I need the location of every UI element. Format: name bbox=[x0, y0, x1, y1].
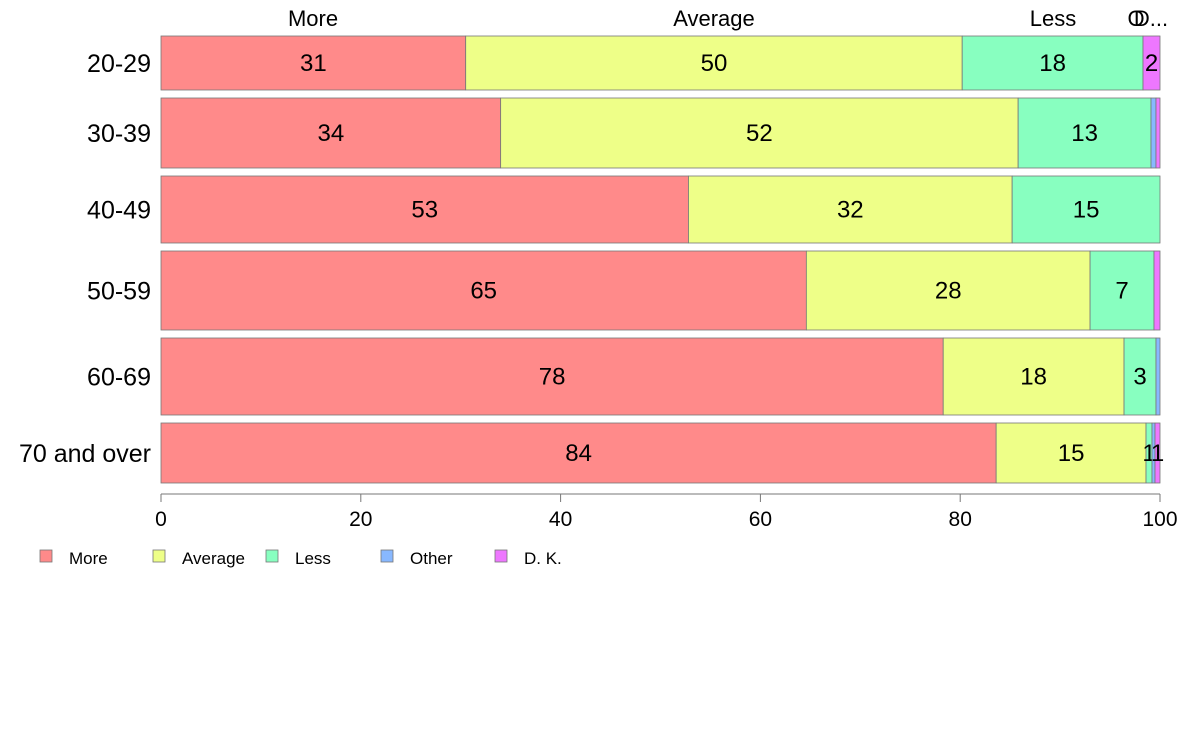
legend-swatch bbox=[494, 549, 508, 563]
legend-swatch bbox=[380, 549, 394, 563]
bar-50-59-more bbox=[160, 250, 807, 331]
data-label: 52 bbox=[746, 120, 773, 147]
legend: More Average Less Other D. K. bbox=[39, 549, 562, 568]
data-label: 2 bbox=[1145, 50, 1158, 77]
x-tick-label: 60 bbox=[749, 508, 772, 531]
data-label: 18 bbox=[1039, 50, 1066, 77]
bar-50-59-average bbox=[805, 250, 1091, 331]
bar-70-and-over-more bbox=[160, 422, 997, 484]
top-segment-labels: More Average Less OD... bbox=[288, 6, 1168, 31]
data-label: 50 bbox=[701, 50, 728, 77]
data-label: 28 bbox=[935, 278, 962, 305]
x-tick-label: 100 bbox=[1142, 508, 1177, 531]
legend-label: D. K. bbox=[524, 549, 562, 568]
bar-50-59-less bbox=[1089, 250, 1155, 331]
bar-30-39-more bbox=[160, 97, 502, 169]
bar-30-39-other bbox=[1150, 97, 1157, 169]
data-label: 13 bbox=[1071, 120, 1098, 147]
legend-swatch bbox=[152, 549, 166, 563]
bar-30-39-d-k bbox=[1155, 97, 1161, 169]
data-label: 78 bbox=[539, 364, 566, 391]
data-label: 7 bbox=[1115, 278, 1128, 305]
data-label: 84 bbox=[565, 440, 592, 467]
data-label: 31 bbox=[300, 50, 327, 77]
top-segment-label: More bbox=[288, 6, 338, 31]
bar-30-39-less bbox=[1017, 97, 1152, 169]
top-segment-label: Less bbox=[1030, 6, 1076, 31]
legend-label: Average bbox=[182, 549, 245, 568]
x-tick-label: 40 bbox=[549, 508, 572, 531]
bar-50-59-d-k bbox=[1153, 250, 1161, 331]
data-label: 15 bbox=[1058, 440, 1085, 467]
x-axis: 0 20 40 60 80 100 bbox=[155, 493, 1178, 531]
bar-60-69-other bbox=[1155, 337, 1161, 416]
bar-20-29-average bbox=[465, 35, 963, 91]
legend-label: Less bbox=[295, 549, 331, 568]
bar-40-49-less bbox=[1011, 175, 1161, 244]
x-tick-label: 80 bbox=[949, 508, 972, 531]
data-label: 3 bbox=[1133, 364, 1146, 391]
category-labels: 20-29 30-39 40-49 50-59 60-69 70 and over bbox=[19, 50, 151, 468]
data-label: 53 bbox=[411, 197, 438, 224]
bar-60-69-average bbox=[942, 337, 1125, 416]
top-segment-label: O bbox=[1127, 6, 1144, 31]
top-segment-label: D... bbox=[1134, 6, 1168, 31]
data-label: 65 bbox=[470, 278, 497, 305]
category-label: 60-69 bbox=[87, 364, 151, 392]
bar-20-29-d-k bbox=[1142, 35, 1161, 91]
bar-70-and-over-average bbox=[995, 422, 1147, 484]
data-label: 18 bbox=[1020, 364, 1047, 391]
data-label: 32 bbox=[837, 197, 864, 224]
bar-70-and-over-d-k bbox=[1154, 422, 1161, 484]
data-label: 1 bbox=[1151, 440, 1164, 467]
top-segment-label: Average bbox=[673, 6, 755, 31]
category-label: 50-59 bbox=[87, 278, 151, 306]
category-label: 40-49 bbox=[87, 197, 151, 225]
legend-swatch bbox=[39, 549, 53, 563]
bar-40-49-average bbox=[688, 175, 1013, 244]
bar-30-39-average bbox=[500, 97, 1019, 169]
legend-label: Other bbox=[410, 549, 453, 568]
bar-40-49-more bbox=[160, 175, 689, 244]
category-label: 30-39 bbox=[87, 120, 151, 148]
data-label: 34 bbox=[317, 120, 344, 147]
x-tick-label: 20 bbox=[349, 508, 372, 531]
category-label: 70 and over bbox=[19, 440, 151, 468]
legend-swatch bbox=[265, 549, 279, 563]
data-label: 15 bbox=[1073, 197, 1100, 224]
x-tick-label: 0 bbox=[155, 508, 167, 531]
legend-label: More bbox=[69, 549, 108, 568]
category-label: 20-29 bbox=[87, 50, 151, 78]
